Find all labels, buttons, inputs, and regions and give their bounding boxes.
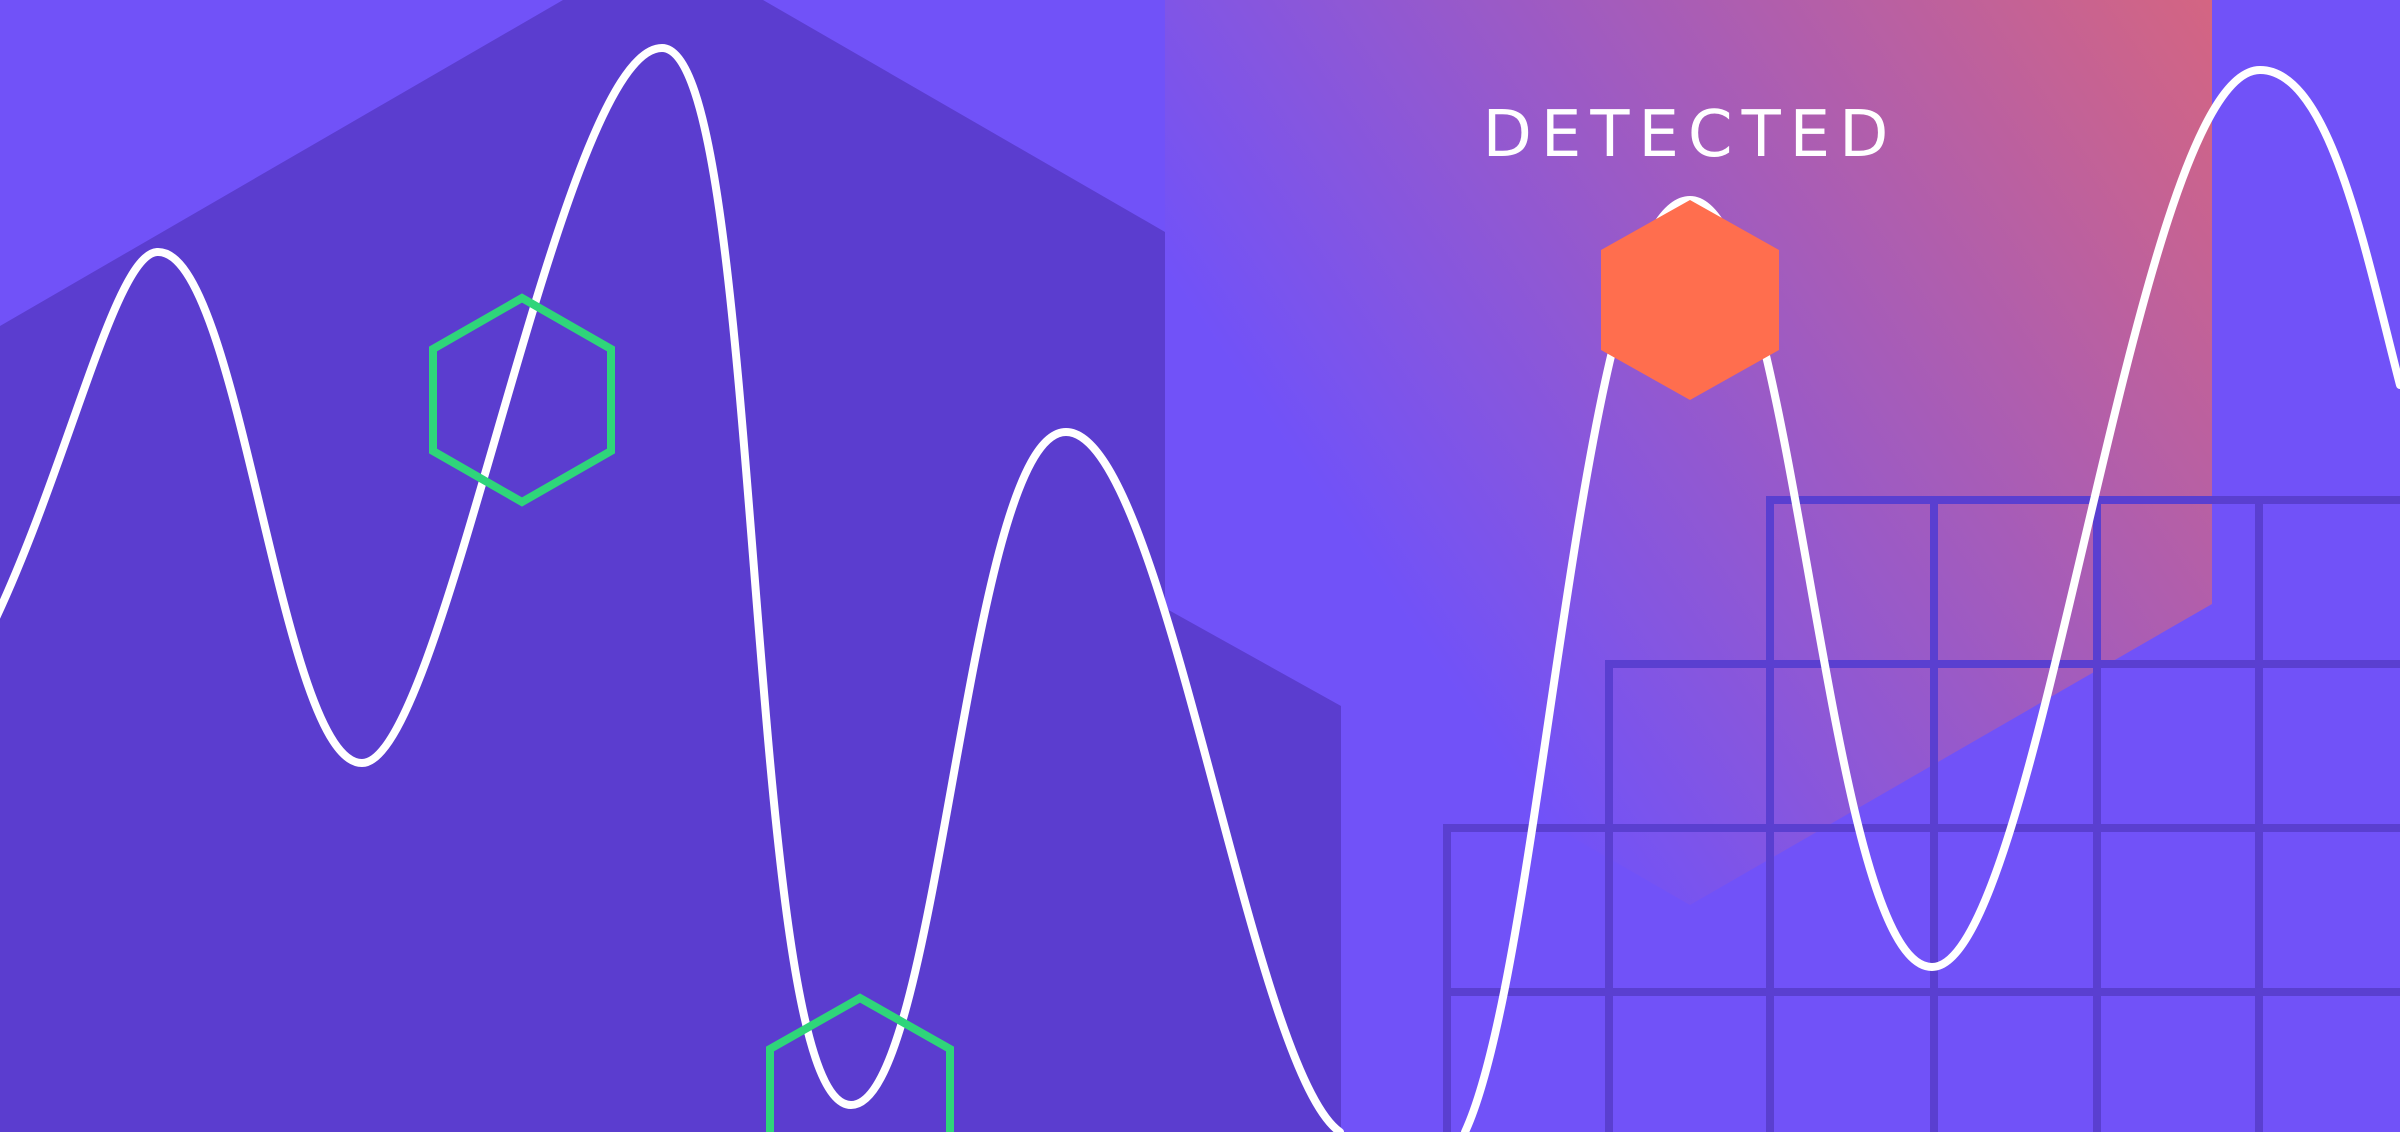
floor-grid [1443, 496, 2400, 1132]
hexagon-outline-icon [766, 993, 954, 1132]
signal-wave-left [0, 43, 1344, 1132]
signal-wave-right [1461, 65, 2400, 1132]
gradient-hexagon-panel [1165, 0, 2212, 905]
hexagon-filled-icon [1601, 200, 1779, 400]
dark-hexagon-panel [0, 0, 1341, 1132]
detected-label: DETECTED [1482, 98, 1898, 172]
hexagon-outline-icon [429, 293, 615, 507]
